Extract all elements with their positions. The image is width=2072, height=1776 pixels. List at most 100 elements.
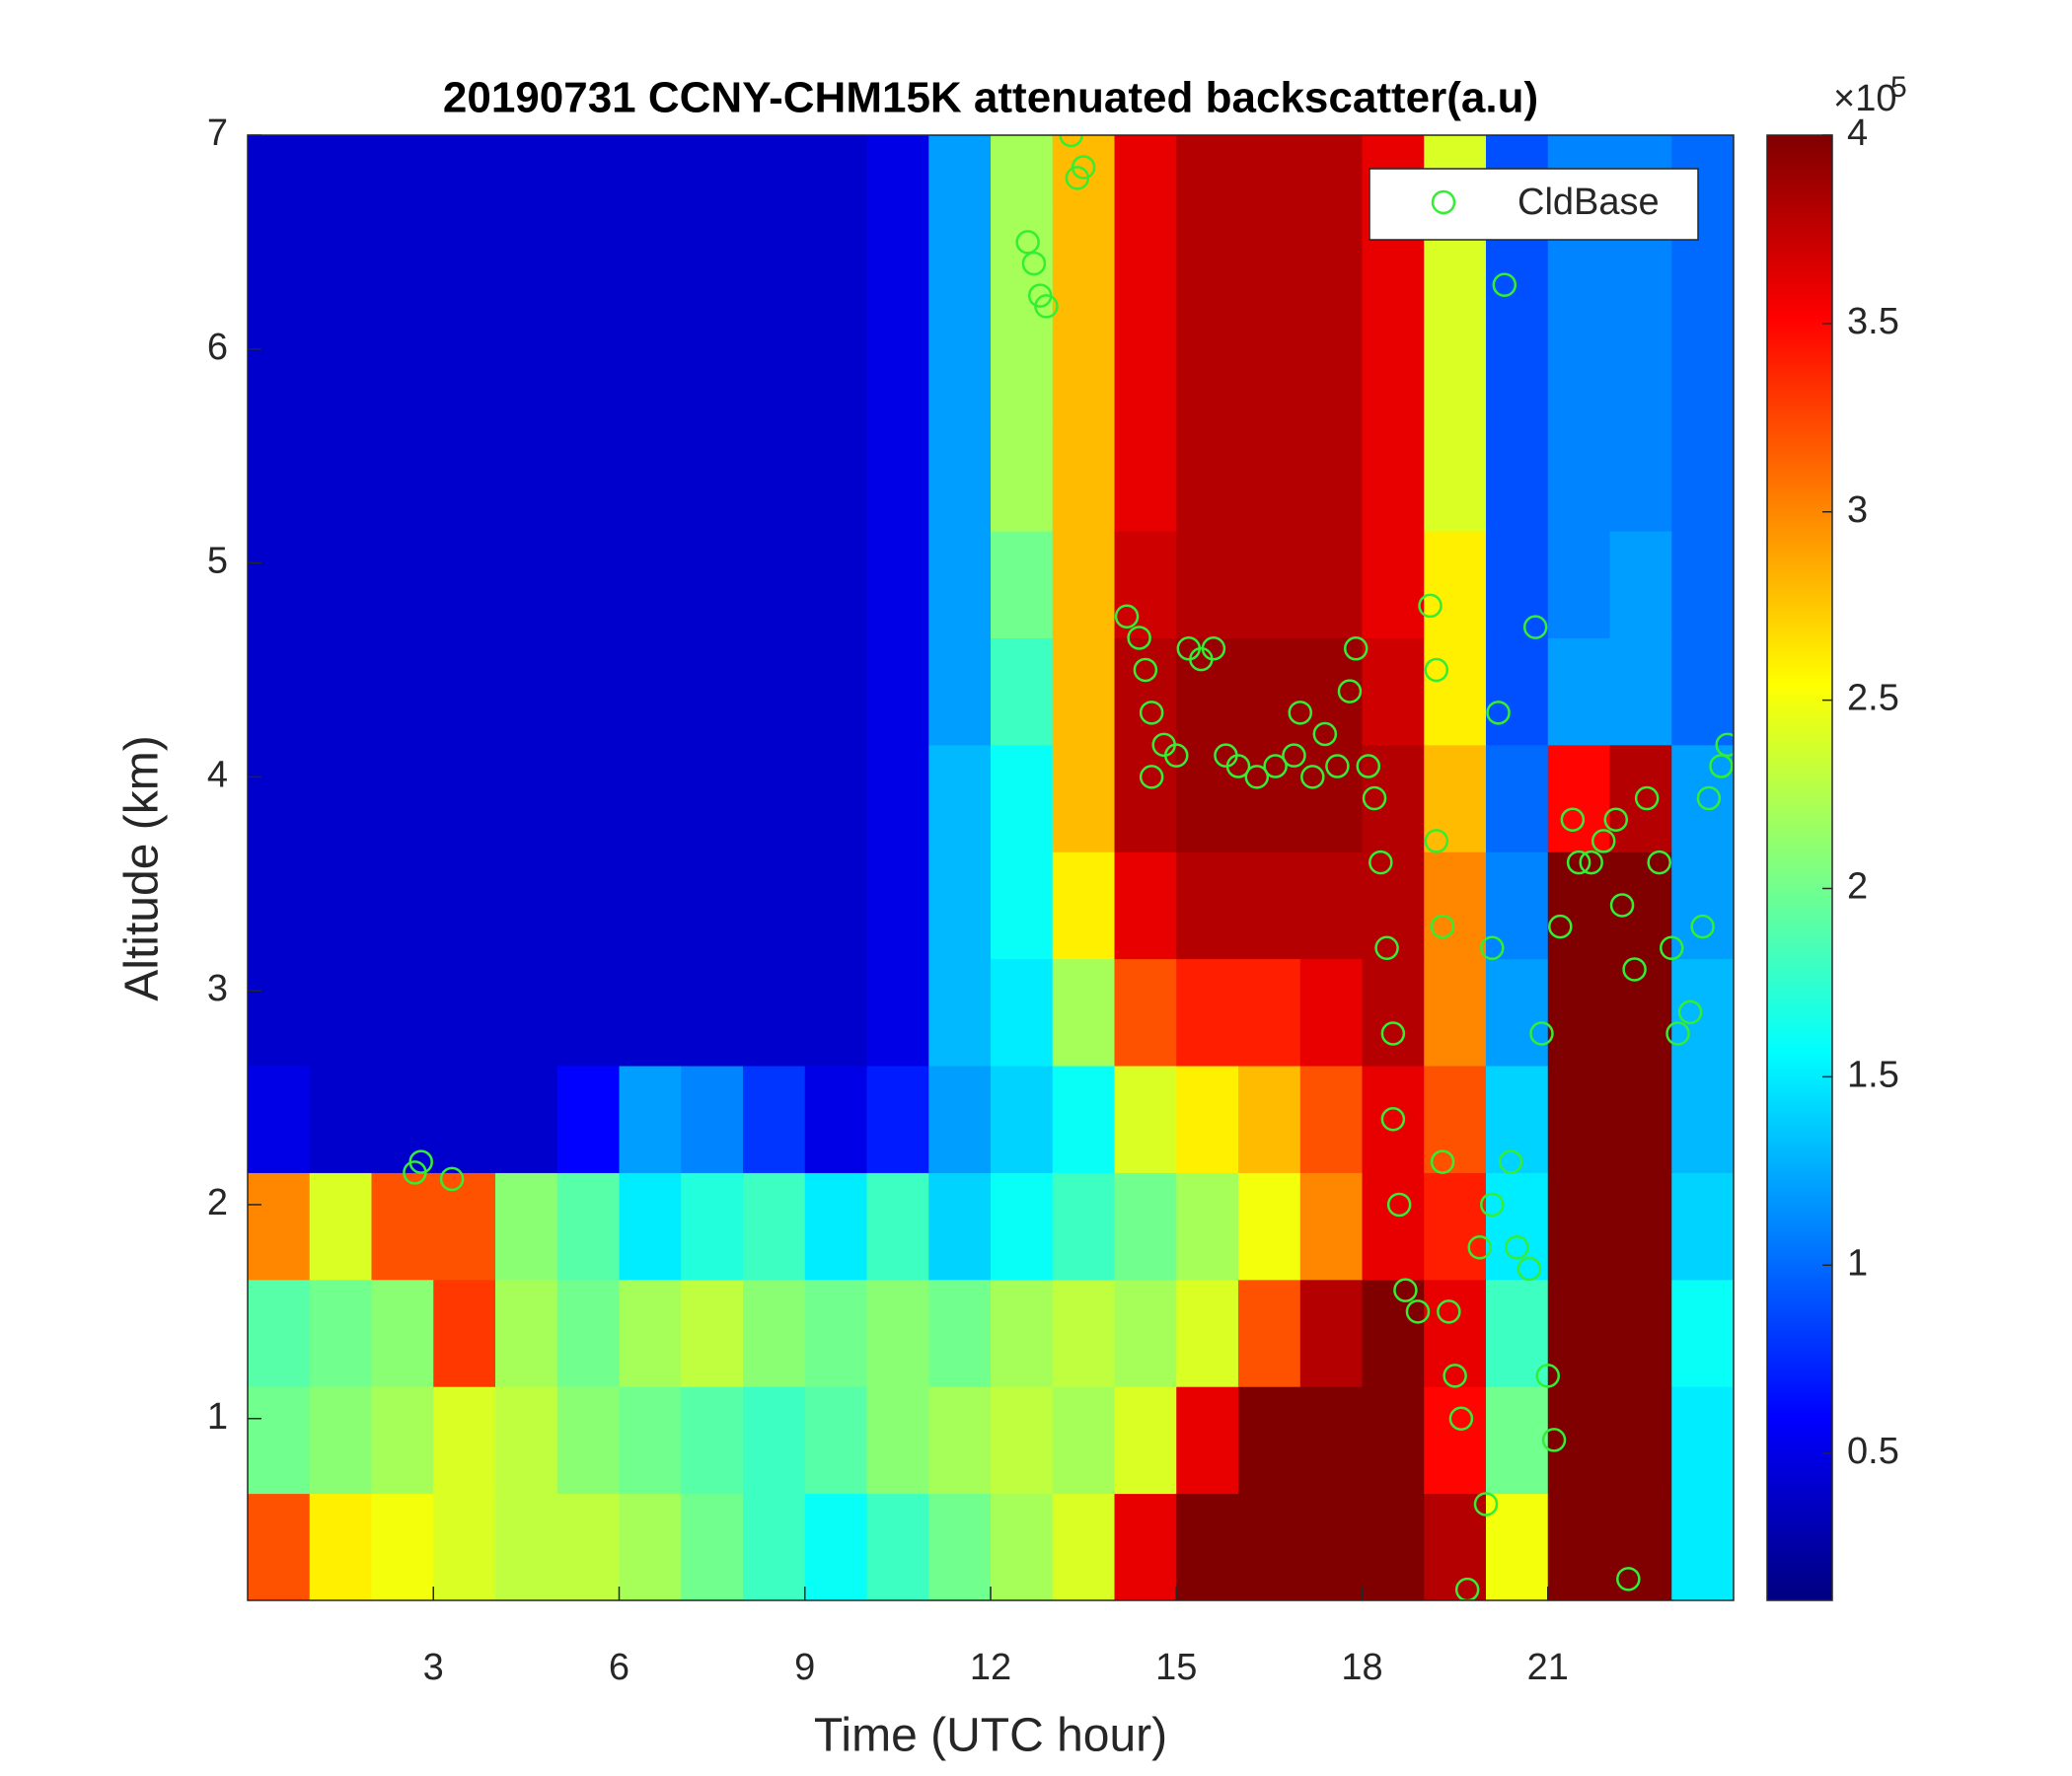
heat-cell bbox=[928, 1172, 992, 1281]
x-axis-label: Time (UTC hour) bbox=[814, 1710, 1167, 1762]
colorbar-scale-base: ×10 bbox=[1833, 78, 1896, 119]
heat-cell bbox=[495, 958, 558, 1067]
heat-cell bbox=[1424, 958, 1487, 1067]
heat-cell bbox=[991, 1172, 1054, 1281]
heat-cell bbox=[248, 135, 311, 211]
cloud-base-point bbox=[1437, 1299, 1461, 1324]
heat-cell bbox=[743, 1279, 806, 1387]
colorbar bbox=[1766, 134, 1833, 1601]
heat-cell bbox=[1547, 1066, 1610, 1173]
cloud-base-point bbox=[1015, 230, 1040, 255]
heat-cell bbox=[556, 209, 620, 318]
heat-cell bbox=[1299, 1386, 1363, 1495]
x-tick-label: 18 bbox=[1341, 1647, 1382, 1688]
heat-cell bbox=[1671, 1066, 1734, 1173]
cloud-base-point bbox=[1480, 935, 1505, 961]
heat-cell bbox=[1671, 744, 1734, 852]
cloud-base-point bbox=[1696, 785, 1722, 811]
heat-cell bbox=[928, 135, 992, 211]
heat-cell bbox=[1609, 317, 1672, 425]
heat-cell bbox=[309, 135, 372, 211]
cloud-base-point bbox=[1139, 701, 1164, 725]
heat-cell bbox=[556, 1386, 620, 1495]
cloud-base-point bbox=[1709, 754, 1734, 778]
cloud-base-point bbox=[1127, 626, 1151, 650]
y-tick-label: 2 bbox=[207, 1182, 228, 1223]
heat-cell bbox=[1176, 531, 1239, 638]
heat-cell bbox=[248, 317, 311, 425]
heat-cell bbox=[371, 531, 434, 638]
heat-cell bbox=[743, 1386, 806, 1495]
y-tick-label: 7 bbox=[207, 112, 228, 154]
cloud-base-point bbox=[1071, 155, 1096, 180]
cloud-base-point bbox=[1139, 765, 1164, 789]
heat-cell bbox=[928, 851, 992, 960]
heat-cell bbox=[1176, 851, 1239, 960]
heat-cell bbox=[743, 317, 806, 425]
cloud-base-point bbox=[1380, 1106, 1406, 1132]
heat-cell bbox=[804, 1279, 867, 1387]
heat-cell bbox=[866, 744, 929, 852]
heat-cell bbox=[1238, 531, 1301, 638]
cloud-base-point bbox=[1059, 135, 1083, 148]
heat-cell bbox=[1671, 1493, 1734, 1600]
cloud-base-point bbox=[1405, 1299, 1431, 1324]
heat-cell bbox=[1671, 851, 1734, 960]
heat-cell bbox=[743, 958, 806, 1067]
cloud-base-point bbox=[1560, 807, 1586, 832]
heat-cell bbox=[991, 1066, 1054, 1173]
heat-cell bbox=[619, 1386, 682, 1495]
heat-cell bbox=[495, 1279, 558, 1387]
heat-cell bbox=[681, 1066, 744, 1173]
heat-cell bbox=[804, 1172, 867, 1281]
heat-cell bbox=[1238, 1279, 1301, 1387]
heat-cell bbox=[309, 423, 372, 532]
chart-title: 20190731 CCNY-CHM15K attenuated backscat… bbox=[443, 74, 1538, 122]
y-tick-label: 4 bbox=[207, 754, 228, 795]
heat-cell bbox=[928, 423, 992, 532]
heat-cell bbox=[866, 423, 929, 532]
heat-cell bbox=[1238, 135, 1301, 211]
heat-cell bbox=[1114, 135, 1177, 211]
heat-cell bbox=[1547, 1493, 1610, 1600]
heat-cell bbox=[928, 317, 992, 425]
colorbar-scale-exponent: 5 bbox=[1890, 71, 1907, 104]
heat-cell bbox=[1609, 637, 1672, 746]
heat-cell bbox=[1299, 1279, 1363, 1387]
heat-cell bbox=[619, 423, 682, 532]
colorbar-tick-label: 1 bbox=[1847, 1242, 1868, 1284]
heat-cell bbox=[1114, 958, 1177, 1067]
heat-cell bbox=[866, 1172, 929, 1281]
heat-cell bbox=[681, 317, 744, 425]
heat-cell bbox=[866, 135, 929, 211]
heat-cell bbox=[1299, 637, 1363, 746]
colorbar-tick-label: 0.5 bbox=[1847, 1431, 1899, 1472]
heat-cell bbox=[1362, 1066, 1425, 1173]
heat-cell bbox=[1238, 423, 1301, 532]
heat-cell bbox=[1486, 958, 1549, 1067]
heat-cell bbox=[1114, 209, 1177, 318]
heat-cell bbox=[248, 209, 311, 318]
cloud-base-point bbox=[1424, 657, 1449, 683]
heat-cell bbox=[309, 1066, 372, 1173]
colorbar-tick-label: 3 bbox=[1847, 489, 1868, 531]
heat-cell bbox=[1609, 1066, 1672, 1173]
heat-cell bbox=[1052, 531, 1115, 638]
heat-cell bbox=[1052, 1493, 1115, 1600]
heat-cell bbox=[1052, 637, 1115, 746]
heat-cell bbox=[1671, 317, 1734, 425]
heat-cell bbox=[866, 851, 929, 960]
heat-cell bbox=[804, 423, 867, 532]
heat-cell bbox=[1176, 1386, 1239, 1495]
heat-cell bbox=[1486, 851, 1549, 960]
heat-cell bbox=[371, 1066, 434, 1173]
heat-cell bbox=[743, 1066, 806, 1173]
heat-cell bbox=[556, 1066, 620, 1173]
cloud-base-point bbox=[1603, 807, 1629, 832]
heat-cell bbox=[1299, 423, 1363, 532]
cloud-base-point bbox=[1430, 914, 1455, 939]
heat-cell bbox=[804, 637, 867, 746]
y-axis-label: Altitude (km) bbox=[116, 735, 169, 1000]
heat-cell bbox=[433, 423, 496, 532]
cloud-base-point bbox=[1386, 1192, 1412, 1218]
